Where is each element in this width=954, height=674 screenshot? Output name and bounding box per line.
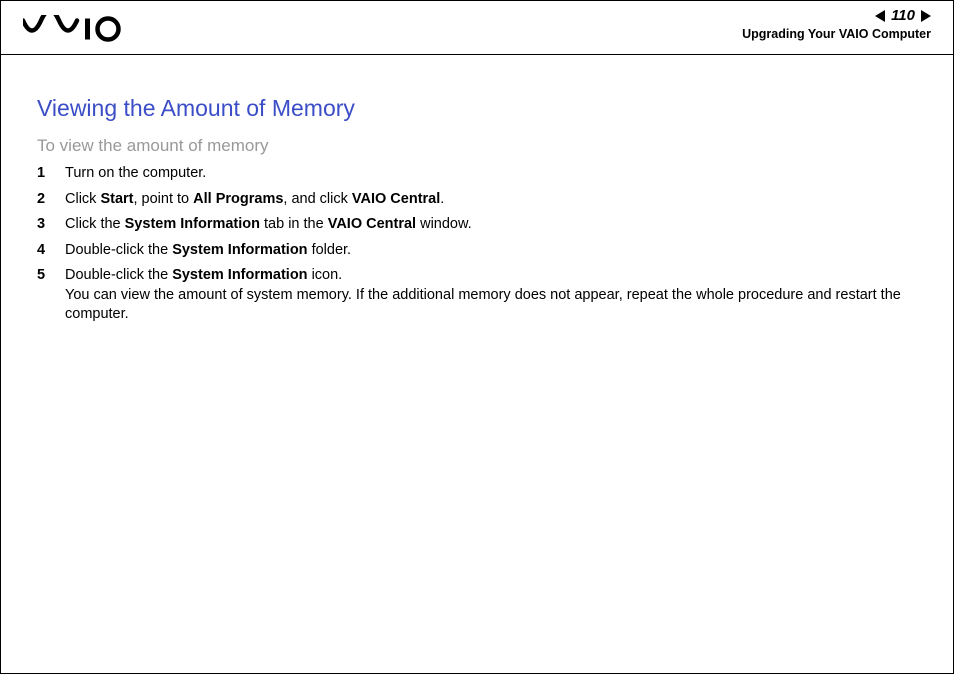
page-nav: 110	[875, 7, 931, 24]
document-page: 110 Upgrading Your VAIO Computer Viewing…	[0, 0, 954, 674]
step-text: Double-click the System Information fold…	[65, 241, 917, 261]
step-number: 5	[37, 266, 65, 286]
page-number: 110	[891, 7, 915, 24]
page-header: 110 Upgrading Your VAIO Computer	[1, 1, 953, 55]
page-subtitle: To view the amount of memory	[37, 136, 917, 156]
page-content: Viewing the Amount of Memory To view the…	[1, 55, 953, 351]
step-text: Click Start, point to All Programs, and …	[65, 190, 917, 210]
step-number: 1	[37, 164, 65, 184]
prev-page-arrow-icon[interactable]	[875, 10, 885, 22]
step-item: 4Double-click the System Information fol…	[37, 241, 917, 261]
step-item: 1Turn on the computer.	[37, 164, 917, 184]
step-item: 2Click Start, point to All Programs, and…	[37, 190, 917, 210]
step-number: 2	[37, 190, 65, 210]
step-text: Click the System Information tab in the …	[65, 215, 917, 235]
step-item: 5Double-click the System Information ico…	[37, 266, 917, 325]
step-text: Turn on the computer.	[65, 164, 917, 184]
page-title: Viewing the Amount of Memory	[37, 95, 917, 122]
next-page-arrow-icon[interactable]	[921, 10, 931, 22]
step-text: Double-click the System Information icon…	[65, 266, 917, 325]
step-number: 3	[37, 215, 65, 235]
section-label: Upgrading Your VAIO Computer	[742, 27, 931, 41]
steps-list: 1Turn on the computer.2Click Start, poin…	[37, 164, 917, 325]
vaio-logo	[23, 15, 123, 48]
step-item: 3Click the System Information tab in the…	[37, 215, 917, 235]
step-number: 4	[37, 241, 65, 261]
